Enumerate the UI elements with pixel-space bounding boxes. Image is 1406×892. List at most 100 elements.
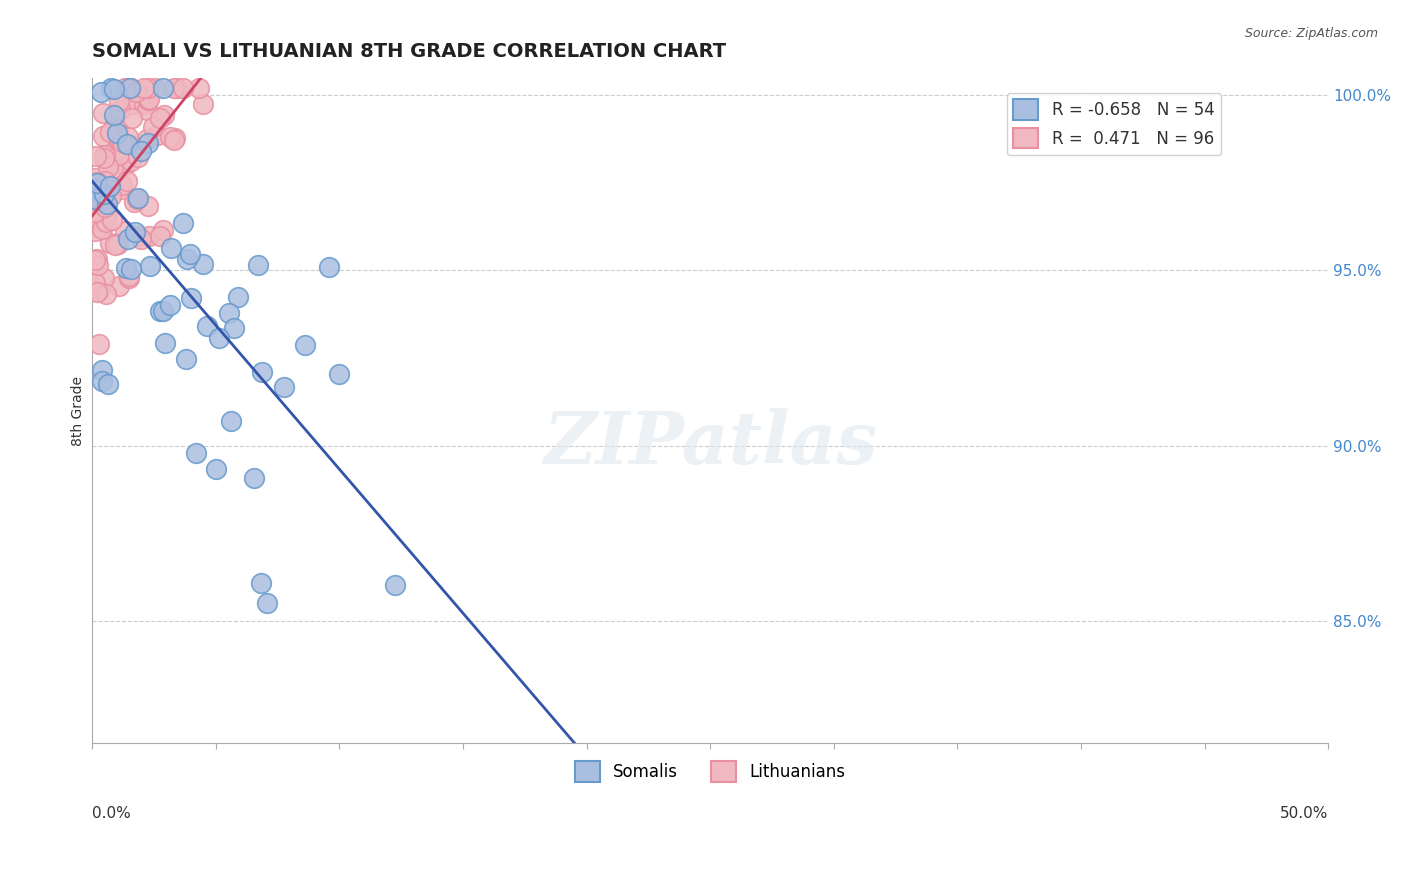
- Point: [294, 338, 316, 352]
- Point: [120, 81, 142, 95]
- Point: [163, 81, 186, 95]
- Point: [111, 136, 134, 150]
- Point: [93, 186, 115, 201]
- Point: [93, 151, 115, 165]
- Point: [121, 138, 143, 153]
- Point: [97, 376, 120, 391]
- Legend: Somalis, Lithuanians: Somalis, Lithuanians: [568, 755, 852, 789]
- Point: [205, 461, 228, 475]
- Point: [105, 126, 128, 140]
- Y-axis label: 8th Grade: 8th Grade: [72, 376, 86, 445]
- Point: [131, 144, 153, 158]
- Point: [219, 414, 242, 428]
- Point: [83, 253, 105, 268]
- Point: [114, 158, 136, 172]
- Point: [108, 148, 131, 162]
- Point: [120, 153, 142, 168]
- Point: [149, 111, 172, 125]
- Point: [172, 216, 194, 230]
- Text: 50.0%: 50.0%: [1279, 806, 1329, 822]
- Point: [384, 578, 406, 592]
- Point: [136, 199, 159, 213]
- Point: [86, 285, 108, 300]
- Point: [83, 224, 105, 238]
- Point: [94, 174, 117, 188]
- Point: [127, 150, 149, 164]
- Point: [107, 236, 129, 251]
- Point: [252, 365, 274, 379]
- Point: [139, 259, 162, 273]
- Point: [138, 229, 160, 244]
- Point: [159, 129, 181, 144]
- Point: [93, 175, 115, 189]
- Point: [86, 175, 108, 189]
- Point: [98, 178, 121, 193]
- Point: [136, 93, 159, 107]
- Point: [83, 192, 105, 206]
- Point: [114, 224, 136, 238]
- Point: [87, 258, 110, 272]
- Point: [143, 81, 166, 95]
- Point: [152, 223, 174, 237]
- Point: [153, 108, 176, 122]
- Point: [127, 191, 149, 205]
- Point: [97, 160, 120, 174]
- Point: [152, 81, 174, 95]
- Point: [83, 193, 105, 207]
- Point: [86, 149, 108, 163]
- Point: [124, 225, 146, 239]
- Point: [101, 161, 124, 176]
- Point: [208, 331, 231, 345]
- Point: [120, 262, 142, 277]
- Point: [96, 182, 118, 196]
- Point: [180, 292, 202, 306]
- Point: [153, 336, 176, 351]
- Point: [128, 228, 150, 243]
- Point: [120, 81, 142, 95]
- Point: [107, 146, 129, 161]
- Point: [124, 194, 146, 209]
- Point: [172, 81, 194, 95]
- Point: [218, 306, 240, 320]
- Text: ZIPatlas: ZIPatlas: [543, 409, 877, 479]
- Point: [105, 130, 128, 145]
- Point: [246, 258, 269, 272]
- Point: [188, 81, 211, 95]
- Point: [121, 97, 143, 112]
- Point: [166, 81, 188, 95]
- Point: [163, 131, 186, 145]
- Point: [117, 129, 139, 144]
- Point: [138, 92, 160, 106]
- Point: [115, 137, 138, 152]
- Point: [159, 298, 181, 312]
- Point: [83, 170, 105, 185]
- Point: [328, 368, 350, 382]
- Point: [142, 120, 165, 135]
- Point: [89, 214, 111, 228]
- Point: [111, 181, 134, 195]
- Point: [91, 222, 114, 236]
- Point: [256, 596, 278, 610]
- Point: [191, 97, 214, 112]
- Text: Source: ZipAtlas.com: Source: ZipAtlas.com: [1244, 27, 1378, 40]
- Point: [146, 128, 169, 143]
- Point: [104, 238, 127, 252]
- Point: [118, 81, 141, 95]
- Point: [98, 236, 121, 251]
- Point: [125, 85, 148, 99]
- Point: [100, 213, 122, 227]
- Point: [86, 177, 108, 191]
- Point: [149, 304, 172, 318]
- Point: [83, 178, 105, 192]
- Point: [127, 192, 149, 206]
- Point: [87, 202, 110, 217]
- Point: [93, 149, 115, 163]
- Point: [96, 208, 118, 222]
- Point: [121, 112, 143, 126]
- Point: [243, 471, 266, 485]
- Point: [90, 85, 112, 99]
- Point: [118, 270, 141, 285]
- Point: [117, 232, 139, 246]
- Point: [136, 81, 159, 95]
- Point: [84, 205, 107, 219]
